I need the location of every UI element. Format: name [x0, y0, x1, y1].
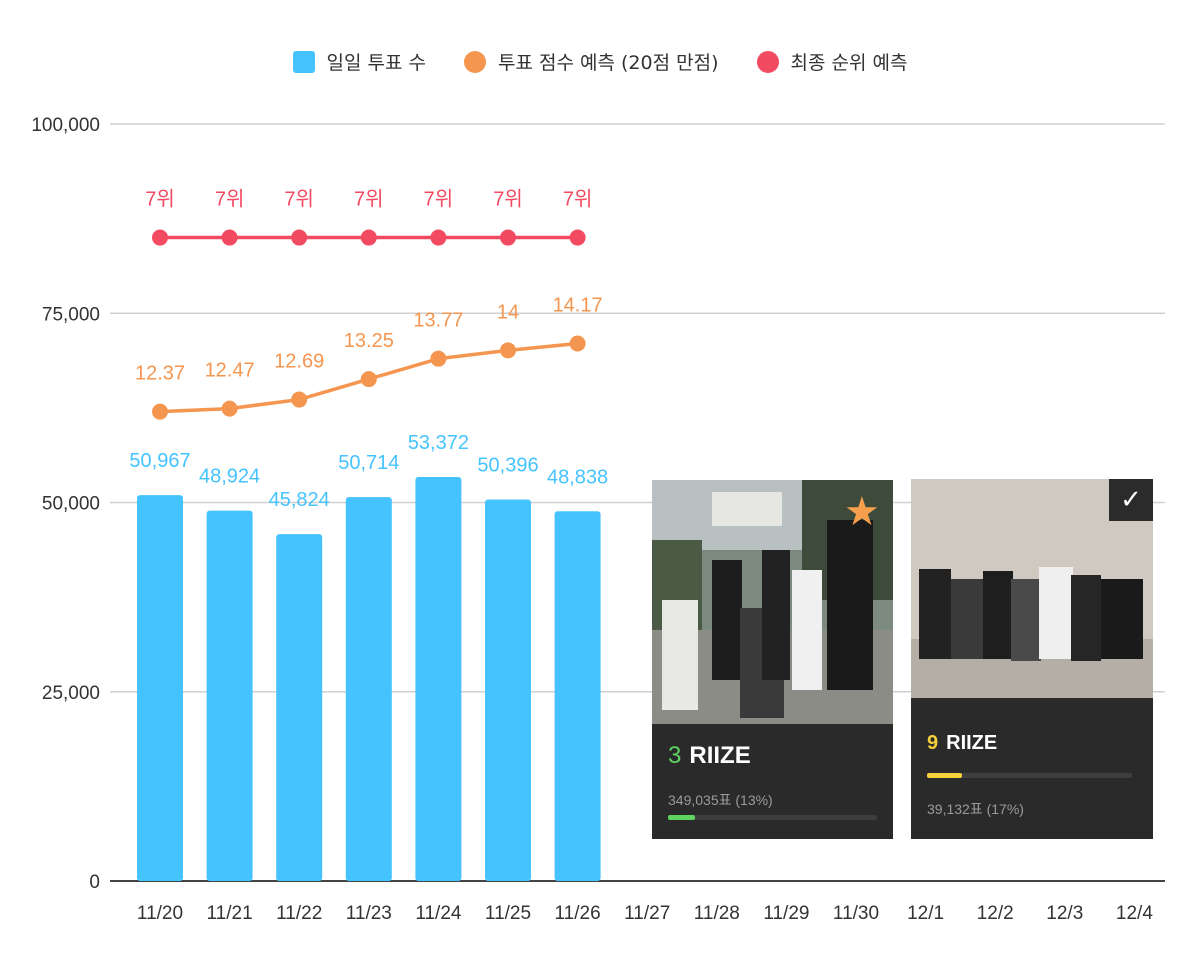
- vote-progress-bar: [927, 773, 1132, 778]
- line-point: [291, 391, 308, 408]
- line-point: [291, 229, 308, 246]
- bar: [485, 499, 531, 881]
- vote-card-rank-9[interactable]: ✓ 9 RIIZE 39,132표 (17%): [911, 479, 1153, 839]
- rank-number: 3: [668, 742, 682, 769]
- y-axis: 0 25,000 50,000 75,000 100,000: [31, 115, 100, 893]
- bar-value-label: 50,396: [477, 455, 538, 477]
- vote-card-rank-3[interactable]: ★ 3 RIIZE 349,035표 (13%): [652, 480, 893, 839]
- x-tick-label: 11/24: [415, 903, 462, 924]
- score-value-label: 13.77: [413, 310, 463, 332]
- legend-item-score-prediction[interactable]: 투표 점수 예측 (20점 만점): [464, 48, 719, 75]
- artist-name: RIIZE: [689, 742, 751, 769]
- legend-label: 최종 순위 예측: [790, 52, 908, 74]
- y-tick-label: 75,000: [42, 304, 100, 325]
- vote-progress-fill: [668, 815, 696, 820]
- line-point: [360, 371, 377, 388]
- x-tick-label: 11/25: [485, 903, 531, 924]
- y-tick-label: 100,000: [31, 115, 100, 136]
- score-value-label: 13.25: [344, 330, 394, 352]
- x-tick-label: 11/28: [694, 903, 740, 924]
- x-tick-label: 11/20: [137, 903, 183, 924]
- line-point: [221, 400, 238, 417]
- rank-value-label: 7위: [215, 188, 245, 211]
- y-tick-label: 0: [89, 872, 100, 893]
- legend-swatch-circle-icon: [756, 50, 779, 73]
- card-title: 9 RIIZE: [927, 732, 997, 755]
- rank-number: 9: [927, 732, 939, 754]
- bar: [206, 510, 253, 881]
- line-point: [430, 350, 447, 367]
- rank-value-label: 7위: [424, 188, 454, 211]
- x-axis: 11/20 11/21 11/22 11/23 11/24 11/25 11/26 11/27…: [137, 903, 1153, 924]
- data-labels: 50,967 48,924 45,824 50,714 53,372 50,396 48,8…: [129, 188, 608, 512]
- x-tick-label: 12/4: [1116, 903, 1153, 924]
- x-tick-label: 11/26: [555, 903, 601, 924]
- score-value-label: 12.37: [135, 363, 185, 385]
- bar: [276, 534, 323, 881]
- x-tick-label: 11/27: [624, 903, 670, 924]
- legend: 일일 투표 수 투표 점수 예측 (20점 만점) 최종 순위 예측: [0, 48, 1200, 75]
- rank-value-label: 7위: [284, 188, 314, 211]
- bar-value-label: 50,967: [129, 450, 190, 472]
- x-tick-label: 11/29: [763, 903, 809, 924]
- y-tick-label: 50,000: [42, 494, 100, 515]
- vote-progress-fill: [927, 773, 962, 778]
- vote-progress-bar: [668, 815, 877, 820]
- score-value-label: 14.17: [553, 295, 603, 317]
- card-title: 3 RIIZE: [668, 742, 751, 770]
- x-tick-label: 12/3: [1046, 903, 1083, 924]
- bar-value-label: 48,838: [547, 466, 608, 488]
- group-photo-image: [652, 480, 893, 724]
- x-tick-label: 12/1: [907, 903, 944, 924]
- rank-value-label: 7위: [145, 188, 175, 211]
- rank-value-label: 7위: [563, 188, 593, 211]
- x-tick-label: 11/23: [346, 903, 392, 924]
- vote-count: 349,035표 (13%): [668, 792, 773, 808]
- rank-value-label: 7위: [354, 188, 384, 211]
- legend-item-daily-votes[interactable]: 일일 투표 수: [292, 48, 427, 75]
- line-point: [430, 229, 447, 246]
- x-tick-label: 11/30: [833, 903, 879, 924]
- x-tick-label: 11/21: [207, 903, 253, 924]
- legend-label: 일일 투표 수: [326, 52, 427, 74]
- line-point: [152, 229, 168, 246]
- rank-value-label: 7위: [493, 188, 523, 211]
- line-point: [569, 229, 586, 246]
- bar-series: [137, 476, 601, 881]
- legend-label: 투표 점수 예측 (20점 만점): [498, 52, 719, 74]
- score-value-label: 14: [497, 301, 519, 323]
- check-icon[interactable]: ✓: [1109, 479, 1153, 521]
- line-point: [360, 229, 377, 246]
- line-point: [152, 403, 168, 420]
- bar-value-label: 53,372: [408, 432, 469, 454]
- score-value-label: 12.69: [274, 351, 324, 373]
- bar-value-label: 48,924: [199, 466, 260, 488]
- x-tick-label: 12/2: [977, 903, 1014, 924]
- legend-item-rank-prediction[interactable]: 최종 순위 예측: [756, 48, 908, 75]
- bar-value-label: 50,714: [338, 452, 399, 474]
- y-tick-label: 25,000: [42, 683, 100, 704]
- line-series: [152, 229, 586, 420]
- star-icon: ★: [844, 489, 880, 535]
- line-point: [221, 229, 238, 246]
- artist-name: RIIZE: [946, 732, 998, 754]
- bar: [345, 497, 392, 881]
- bar: [415, 476, 462, 881]
- line-point: [500, 229, 516, 246]
- legend-swatch-square-icon: [292, 50, 315, 73]
- legend-swatch-circle-icon: [464, 50, 487, 73]
- vote-count: 39,132표 (17%): [927, 801, 1024, 817]
- bar: [554, 511, 601, 881]
- line-point: [500, 342, 516, 359]
- score-value-label: 12.47: [205, 360, 255, 382]
- bar: [137, 495, 183, 881]
- bar-value-label: 45,824: [269, 489, 330, 511]
- x-tick-label: 11/22: [276, 903, 322, 924]
- line-point: [569, 335, 586, 352]
